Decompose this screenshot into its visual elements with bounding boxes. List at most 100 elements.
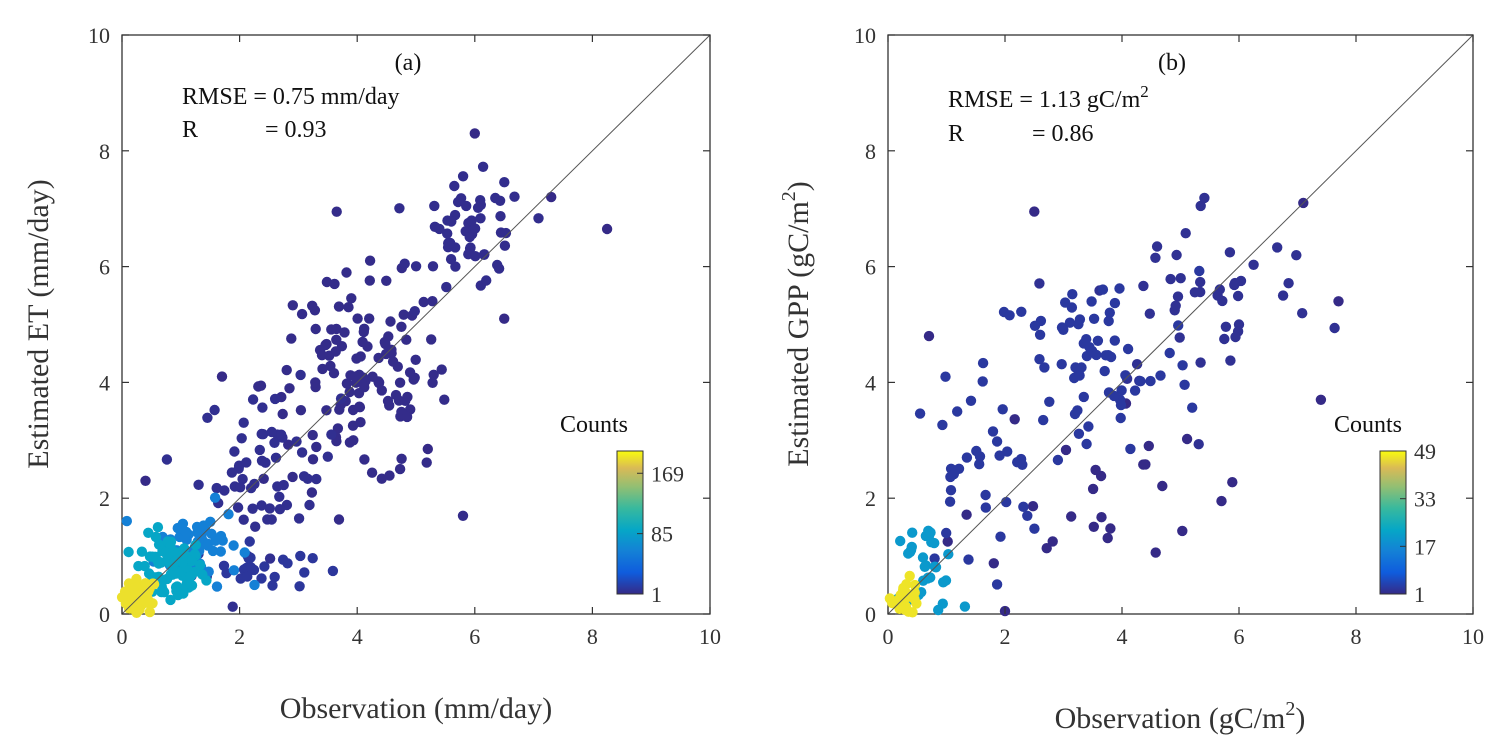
data-point: [444, 237, 456, 249]
data-point: [945, 485, 957, 496]
data-point: [296, 308, 308, 320]
data-point: [256, 573, 267, 584]
data-point: [373, 352, 384, 364]
data-point: [331, 334, 342, 345]
r-value-b: = 0.86: [1032, 121, 1094, 147]
data-point: [277, 408, 288, 420]
data-point: [353, 388, 365, 399]
data-point: [1175, 273, 1186, 284]
data-point: [1074, 314, 1086, 325]
data-point: [286, 333, 297, 344]
data-point: [307, 429, 318, 441]
data-point: [153, 558, 164, 569]
scatter-points-b: [884, 192, 1344, 618]
data-point: [1029, 523, 1040, 534]
data-point: [937, 419, 948, 431]
data-point: [1009, 414, 1020, 425]
data-point: [1081, 334, 1092, 345]
data-point: [1181, 433, 1193, 445]
data-point: [533, 213, 544, 224]
data-point: [171, 568, 182, 579]
data-point: [1145, 375, 1156, 387]
data-point: [938, 577, 949, 588]
data-point: [1060, 444, 1072, 456]
data-point: [1017, 459, 1028, 470]
data-point: [327, 565, 339, 577]
data-point: [339, 327, 350, 338]
x-tick-label: 2: [1000, 624, 1011, 649]
data-point: [269, 393, 281, 405]
r-value-a: = 0.93: [265, 117, 327, 143]
one-to-one-line-b: [887, 34, 1474, 615]
data-point: [1004, 310, 1015, 321]
x-tick-label: 4: [352, 624, 363, 649]
data-point: [314, 344, 326, 356]
data-point: [1193, 439, 1204, 450]
data-point: [1097, 284, 1109, 295]
data-point: [1052, 454, 1064, 466]
data-point: [434, 223, 445, 235]
data-point: [477, 161, 489, 172]
data-point: [410, 354, 421, 365]
data-point: [345, 370, 356, 381]
data-point: [429, 200, 440, 212]
data-point: [1177, 360, 1188, 371]
x-tick-label: 8: [587, 624, 598, 649]
data-point: [1034, 329, 1046, 340]
data-point: [991, 579, 1003, 590]
data-point: [177, 518, 189, 529]
data-point: [1108, 390, 1120, 402]
data-point: [287, 471, 298, 483]
data-point: [304, 499, 315, 511]
data-point: [237, 473, 248, 485]
data-point: [150, 531, 162, 543]
data-point: [442, 228, 453, 239]
data-point: [1155, 370, 1166, 381]
data-point: [418, 296, 429, 308]
data-point: [343, 302, 354, 313]
data-point: [249, 579, 260, 591]
data-point: [980, 502, 991, 513]
data-point: [472, 202, 484, 213]
data-point: [1073, 428, 1085, 439]
data-point: [352, 313, 363, 324]
data-point: [332, 423, 344, 434]
data-point: [385, 316, 396, 327]
colorbar-tick-label: 1: [651, 582, 662, 607]
x-axis-label-b: Observation (gC/m2): [1055, 698, 1306, 735]
data-point: [1096, 512, 1107, 523]
data-point: [1219, 333, 1230, 345]
data-point: [1034, 278, 1045, 289]
data-point: [307, 454, 319, 465]
data-point: [401, 334, 412, 345]
data-point: [257, 402, 268, 413]
data-point: [906, 541, 917, 553]
data-point: [1224, 247, 1236, 258]
data-point: [247, 394, 259, 405]
data-point: [977, 357, 989, 369]
data-point: [1087, 483, 1099, 495]
data-point: [264, 553, 276, 564]
data-point: [904, 570, 915, 582]
data-point: [1122, 343, 1134, 355]
data-point: [1173, 320, 1184, 331]
data-point: [266, 514, 277, 525]
colorbar-tick-label: 33: [1414, 487, 1436, 512]
data-point: [394, 203, 405, 214]
data-point: [331, 206, 342, 217]
data-point: [364, 313, 375, 324]
data-point: [427, 296, 438, 307]
data-point: [1157, 480, 1168, 492]
data-point: [274, 504, 286, 515]
data-point: [195, 559, 206, 571]
x-tick-label: 6: [1234, 624, 1245, 649]
data-point: [376, 473, 387, 484]
data-point: [123, 546, 134, 558]
data-point: [1086, 296, 1097, 307]
data-point: [974, 451, 986, 462]
data-point: [499, 313, 510, 324]
colorbar-tick-label: 49: [1414, 439, 1436, 464]
data-point: [1144, 308, 1156, 319]
data-point: [1216, 495, 1227, 507]
data-point: [1029, 320, 1041, 331]
